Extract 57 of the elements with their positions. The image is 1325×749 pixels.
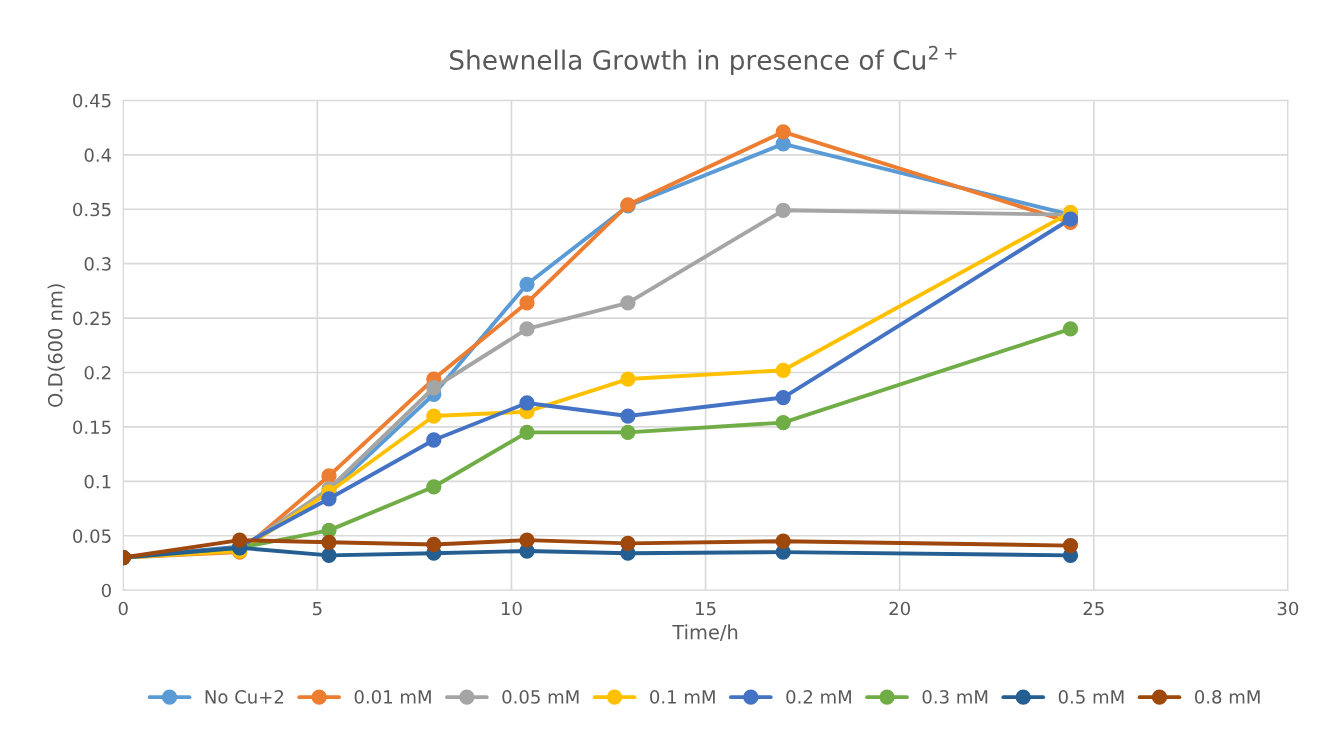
- point: [775, 414, 791, 431]
- y-tick-label: 0.4: [84, 148, 112, 162]
- point: [232, 532, 248, 548]
- point: [775, 533, 791, 549]
- x-tick-label: 10: [501, 601, 522, 616]
- y-tick-label: 0.15: [73, 420, 111, 435]
- legend-label: 0.2 mM: [786, 690, 851, 704]
- point: [321, 534, 337, 550]
- point: [321, 547, 337, 564]
- point: [620, 424, 636, 441]
- y-tick-label: 0: [101, 583, 111, 598]
- point: [426, 479, 442, 495]
- point: [426, 536, 442, 553]
- point: [775, 362, 791, 378]
- legend-label: 0.1 mM: [650, 690, 715, 704]
- point: [519, 295, 535, 311]
- legend-label: No Cu+2: [205, 690, 284, 704]
- point: [620, 408, 636, 424]
- point: [321, 468, 337, 484]
- legend-label: 0.8 mM: [1194, 690, 1260, 704]
- y-tick-label: 0.05: [73, 529, 111, 543]
- point: [426, 408, 442, 424]
- point: [321, 491, 337, 507]
- point: [519, 532, 535, 548]
- point: [519, 424, 535, 441]
- x-tick-label: 30: [1277, 601, 1299, 616]
- point: [1062, 537, 1079, 554]
- x-tick-label: 0: [118, 601, 128, 616]
- y-tick-label: 0.2: [84, 365, 111, 380]
- legend-label: 0.5 mM: [1058, 690, 1124, 704]
- y-tick-label: 0.35: [73, 202, 111, 217]
- x-tick-label: 5: [312, 601, 322, 616]
- point: [620, 295, 636, 311]
- chart-title: Shewnella Growth in presence of Cu$^{2+}$: [450, 45, 957, 76]
- y-tick-label: 0.3: [84, 257, 111, 271]
- point: [426, 380, 442, 396]
- point: [519, 321, 535, 337]
- x-tick-label: 15: [696, 601, 716, 616]
- point: [775, 124, 791, 140]
- point: [620, 371, 636, 387]
- x-tick-label: 20: [889, 601, 910, 616]
- legend-label: 0.01 mM: [354, 690, 431, 704]
- point: [775, 389, 791, 406]
- point: [620, 535, 636, 552]
- y-tick-label: 0.45: [73, 93, 111, 108]
- point: [519, 395, 535, 411]
- point: [1062, 321, 1079, 337]
- legend-label: 0.05 mM: [502, 690, 579, 704]
- y-axis-title: O.D(600 nm): [47, 284, 65, 407]
- x-axis-title: Time/h: [672, 624, 738, 641]
- y-tick-label: 0.25: [73, 311, 111, 326]
- point: [775, 202, 791, 218]
- y-tick-label: 0.1: [84, 474, 111, 489]
- x-tick-label: 25: [1083, 601, 1104, 616]
- point: [519, 276, 535, 292]
- point: [426, 432, 442, 448]
- legend-label: 0.3 mM: [922, 690, 988, 704]
